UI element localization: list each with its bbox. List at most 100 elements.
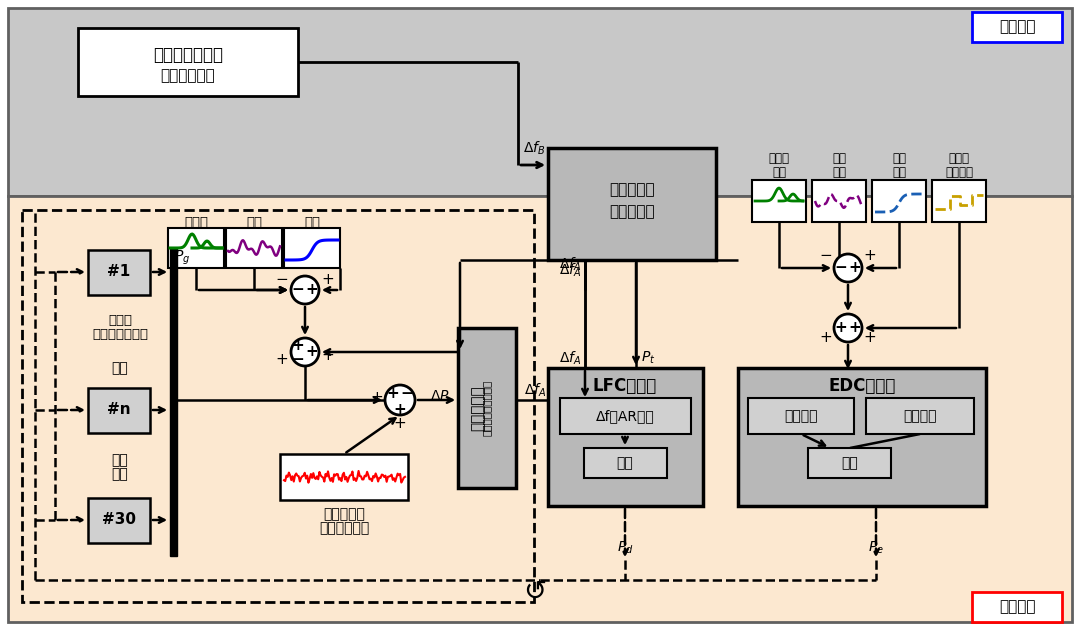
Text: $\Delta f_B$: $\Delta f_B$	[523, 139, 545, 157]
Text: $\Delta f_A$: $\Delta f_A$	[558, 255, 581, 273]
Text: 【周波数偏差算出】: 【周波数偏差算出】	[482, 380, 492, 436]
Text: 需要: 需要	[892, 151, 906, 164]
Text: EDCモデル: EDCモデル	[828, 377, 895, 395]
Text: 予測補正: 予測補正	[784, 409, 818, 423]
Bar	[866, 398, 974, 434]
Text: #n: #n	[107, 403, 131, 418]
Text: +: +	[306, 345, 319, 360]
Bar	[738, 368, 986, 506]
Text: −: −	[275, 273, 288, 287]
Text: 配分: 配分	[841, 456, 859, 470]
Bar	[170, 248, 177, 556]
Bar	[872, 180, 926, 222]
Text: $P_e$: $P_e$	[868, 540, 883, 556]
Text: +: +	[864, 248, 876, 263]
Text: （火力・揚水）: （火力・揚水）	[92, 328, 148, 341]
Bar	[748, 398, 854, 434]
Text: +: +	[322, 348, 335, 364]
Text: 配分: 配分	[617, 456, 633, 470]
Text: $\Delta f_A$: $\Delta f_A$	[524, 381, 546, 399]
Bar	[280, 454, 408, 500]
Text: 他エリア: 他エリア	[999, 20, 1036, 35]
Text: LFCモデル: LFCモデル	[593, 377, 657, 395]
Bar	[808, 448, 891, 478]
Text: （原子力他）: （原子力他）	[319, 521, 369, 535]
Circle shape	[834, 254, 862, 282]
Text: +: +	[306, 282, 319, 297]
Text: （１機模擬）: （１機模擬）	[161, 69, 215, 84]
Bar	[87, 388, 150, 433]
Text: 慣性モデル: 慣性モデル	[471, 385, 486, 431]
Text: 太陽光: 太陽光	[184, 215, 208, 229]
Text: +: +	[849, 321, 862, 336]
Text: 算出モデル: 算出モデル	[609, 205, 654, 219]
Bar	[932, 180, 986, 222]
Bar	[8, 196, 1072, 622]
Text: +: +	[393, 416, 406, 432]
Text: ・・: ・・	[111, 361, 129, 375]
Text: ベース電源: ベース電源	[323, 507, 365, 521]
Bar	[972, 12, 1062, 42]
Text: 自エリア: 自エリア	[999, 600, 1036, 614]
Text: 発電機: 発電機	[108, 314, 132, 326]
Bar	[87, 250, 150, 295]
Text: #1: #1	[107, 265, 131, 280]
Text: −: −	[292, 282, 305, 297]
Bar	[226, 228, 282, 268]
Text: 発電計画: 発電計画	[903, 409, 936, 423]
Text: $\Delta f_A$: $\Delta f_A$	[558, 261, 581, 278]
Text: $P_t$: $P_t$	[640, 350, 656, 366]
Text: 予測: 予測	[892, 166, 906, 178]
Bar	[548, 368, 703, 506]
Bar	[78, 28, 298, 96]
Bar	[284, 228, 340, 268]
Text: +: +	[864, 331, 876, 345]
Text: ・・: ・・	[111, 453, 129, 467]
Text: +: +	[387, 386, 400, 401]
Circle shape	[384, 385, 415, 415]
Text: −: −	[820, 248, 833, 263]
Bar	[168, 228, 224, 268]
Text: ↺: ↺	[524, 578, 546, 606]
Text: 連系線潮流: 連系線潮流	[609, 183, 654, 197]
Text: +: +	[292, 338, 305, 353]
Text: +: +	[849, 260, 862, 275]
Text: $P_d$: $P_d$	[617, 540, 633, 556]
Text: $\Delta P$: $\Delta P$	[430, 389, 450, 403]
Bar	[22, 210, 534, 602]
Text: $P_g$: $P_g$	[174, 249, 190, 267]
Text: 風力: 風力	[246, 215, 262, 229]
Text: 予測: 予測	[772, 166, 786, 178]
Bar	[972, 592, 1062, 622]
Text: Δf・AR計算: Δf・AR計算	[596, 409, 654, 423]
Text: 連系線: 連系線	[948, 151, 970, 164]
Text: +: +	[370, 391, 383, 406]
Text: −: −	[835, 260, 848, 275]
Bar	[812, 180, 866, 222]
Text: 計画潮流: 計画潮流	[945, 166, 973, 178]
Bar	[584, 448, 667, 478]
Text: 予測: 予測	[832, 166, 846, 178]
Text: +: +	[835, 321, 848, 336]
Text: −: −	[292, 352, 305, 367]
Text: 他エリアモデル: 他エリアモデル	[153, 46, 222, 64]
Text: 需要: 需要	[303, 215, 320, 229]
Text: +: +	[393, 401, 406, 416]
Text: 風力: 風力	[832, 151, 846, 164]
Text: 太陽光: 太陽光	[769, 151, 789, 164]
Circle shape	[291, 338, 319, 366]
Text: ・・: ・・	[111, 467, 129, 481]
Bar	[8, 8, 1072, 196]
Text: #30: #30	[102, 512, 136, 527]
Text: −: −	[401, 386, 414, 401]
Bar	[548, 148, 716, 260]
Bar	[87, 498, 150, 543]
Bar	[752, 180, 806, 222]
Circle shape	[834, 314, 862, 342]
Circle shape	[291, 276, 319, 304]
Bar	[561, 398, 691, 434]
Text: +: +	[275, 353, 288, 367]
Bar	[458, 328, 516, 488]
Text: $\Delta f_A$: $\Delta f_A$	[558, 349, 581, 367]
Text: +: +	[820, 331, 833, 345]
